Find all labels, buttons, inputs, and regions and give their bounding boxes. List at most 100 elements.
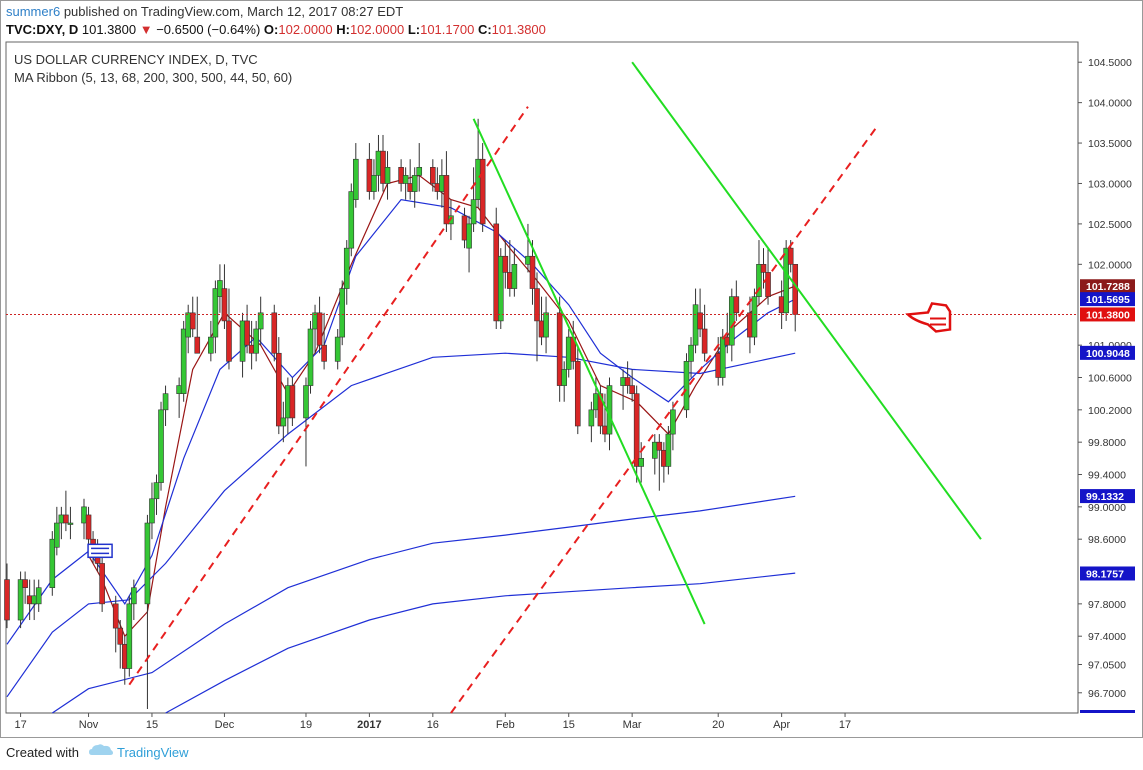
candle [670, 401, 676, 451]
candle [289, 377, 296, 427]
ma-line [51, 495, 796, 714]
candle-body [411, 175, 418, 192]
candle [226, 288, 232, 370]
low-value: 101.1700 [420, 22, 475, 37]
candle-body [131, 587, 137, 605]
candle [126, 595, 133, 677]
quote-line: TVC:DXY, D 101.3800 ▼ −0.6500 (−0.64%) O… [6, 22, 546, 37]
candle-body [189, 312, 196, 330]
candle [275, 337, 282, 435]
y-tick-label: 100.6000 [1088, 373, 1132, 385]
candle-body [574, 361, 581, 427]
high-label: H: [336, 22, 350, 37]
candle [334, 328, 341, 370]
ma-line [6, 352, 796, 698]
price-badge-label: 101.5695 [1086, 294, 1130, 306]
candle-body [4, 579, 10, 621]
candle [63, 490, 69, 532]
candle-body [35, 587, 42, 605]
candle-body [117, 627, 124, 645]
price-badge: 98.1757 [1080, 566, 1135, 581]
candle [189, 296, 196, 338]
candle-body [153, 482, 160, 500]
candle-body [665, 433, 672, 467]
candle [624, 361, 631, 394]
candle [783, 240, 789, 321]
candle [22, 571, 28, 604]
author-link[interactable]: summer6 [6, 4, 61, 19]
channel-line [450, 126, 878, 714]
candle-body [321, 344, 327, 362]
candle-body [126, 603, 133, 669]
candle-body [85, 514, 92, 540]
x-tick-label: Mar [623, 719, 642, 731]
candle-body [253, 328, 259, 354]
x-tick-label: Feb [496, 719, 515, 731]
candle [339, 280, 346, 346]
candle-body [180, 328, 187, 394]
candle [149, 482, 155, 540]
y-tick-label: 98.6000 [1088, 534, 1126, 546]
candle [497, 248, 504, 329]
candle [656, 434, 663, 491]
candle-body [756, 264, 762, 297]
ma-line [6, 198, 796, 645]
price-badge: 101.7288 [1080, 279, 1135, 294]
plot-area [5, 41, 1079, 714]
candle [402, 167, 409, 200]
candle-body [316, 312, 323, 346]
pointing-hand-icon [905, 302, 952, 333]
candle-body [353, 158, 359, 200]
candle [529, 240, 536, 305]
trend-line [472, 118, 706, 625]
chart-title: US DOLLAR CURRENCY INDEX, D, TVC [14, 52, 258, 67]
candle-body [226, 320, 232, 362]
y-tick-label: 99.4000 [1088, 470, 1126, 482]
candle-body [783, 247, 789, 314]
y-tick-label: 104.5000 [1088, 57, 1132, 69]
candle [244, 304, 250, 354]
candle-body [17, 579, 24, 621]
candle-body [728, 296, 735, 346]
low-label: L: [407, 22, 421, 37]
candle-body [624, 377, 631, 386]
candle-body [212, 288, 219, 338]
candle-body [497, 255, 504, 322]
price-badge-bg [1080, 279, 1135, 294]
price-chart[interactable]: US DOLLAR CURRENCY INDEX, D, TVC MA Ribbo… [0, 0, 1143, 738]
candle [221, 264, 228, 329]
candle [443, 151, 450, 232]
candle [371, 159, 377, 200]
chart-header: summer6 published on TradingView.com, Ma… [0, 0, 1143, 42]
symbol-label[interactable]: TVC:DXY, D [6, 22, 79, 37]
candle-body [67, 522, 74, 525]
candle [665, 426, 672, 475]
y-tick-label: 97.4000 [1088, 631, 1126, 643]
candle [733, 280, 740, 321]
close-label: C: [477, 22, 492, 37]
open-value: 102.0000 [278, 22, 333, 37]
price-badge: 101.5695 [1080, 292, 1135, 307]
candle [561, 361, 567, 402]
x-tick-label: Nov [79, 719, 99, 731]
y-tick-label: 99.8000 [1088, 437, 1126, 449]
x-tick-label: 16 [427, 719, 439, 731]
candle-body [534, 288, 540, 322]
candle-body [371, 175, 377, 192]
candle-body [303, 385, 309, 419]
candle [158, 401, 164, 491]
candle [588, 401, 595, 443]
candle [466, 215, 472, 273]
candle [430, 159, 436, 192]
candle-body [765, 272, 771, 297]
candle-body [244, 320, 250, 346]
axis-edge-marker [1080, 710, 1135, 713]
flag-box [87, 543, 113, 559]
candle-body [430, 167, 436, 184]
x-tick-label: 20 [712, 719, 724, 731]
tradingview-brand[interactable]: TradingView [88, 742, 189, 760]
candle [574, 345, 581, 435]
price-badge: 100.9048 [1080, 345, 1135, 360]
candle [502, 240, 509, 289]
candle-body [208, 336, 214, 354]
